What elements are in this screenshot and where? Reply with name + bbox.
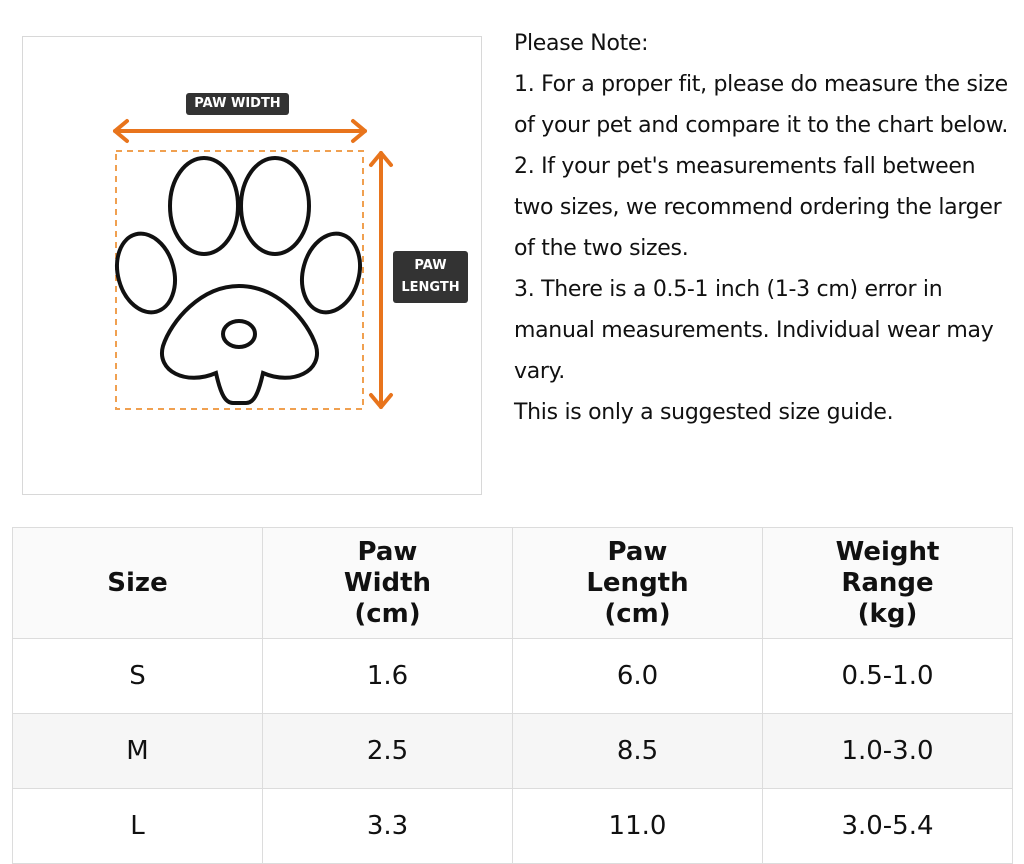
header-cell: Weight Range (kg) [762,527,1013,639]
notes-footer: This is only a suggested size guide. [514,400,894,425]
table-body: S 1.6 6.0 0.5-1.0 M 2.5 8.5 1.0-3.0 L 3.3 11.0 3.0-… [12,638,1013,864]
table-cell: 2.5 [262,713,513,789]
header-text: Size [107,567,168,598]
table-cell: S [12,638,263,714]
table-cell: 3.3 [262,788,513,864]
header-row: Size Paw Width (cm) Paw Length (cm) Weight … [12,527,1013,639]
header-cell: Size [12,527,263,639]
header-text: Paw Width (cm) [343,536,432,629]
notes-title: Please Note: [514,31,649,56]
header-text: Weight Range (kg) [835,536,940,629]
paw-drawing [113,119,393,410]
paw-diagram: PAW WIDTH PAW LENGTH [22,36,482,495]
table-cell: 1.6 [262,638,513,714]
table-cell: 8.5 [512,713,763,789]
note-item: 2. If your pet's measurements fall betwe… [514,154,1002,261]
note-item: 1. For a proper fit, please do measure t… [514,72,1009,138]
table-row: S 1.6 6.0 0.5-1.0 [12,638,1013,714]
table-cell: 0.5-1.0 [762,638,1013,714]
table-cell: M [12,713,263,789]
header-text: Paw Length (cm) [586,536,689,629]
table-cell: 1.0-3.0 [762,713,1013,789]
table-row: M 2.5 8.5 1.0-3.0 [12,713,1013,789]
width-label: PAW WIDTH [186,93,289,115]
table-row: L 3.3 11.0 3.0-5.4 [12,788,1013,864]
header-cell: Paw Length (cm) [512,527,763,639]
table-cell: 3.0-5.4 [762,788,1013,864]
length-label: PAW LENGTH [393,251,468,303]
note-item: 3. There is a 0.5-1 inch (1-3 cm) error … [514,277,994,384]
table-cell: L [12,788,263,864]
table-cell: 6.0 [512,638,763,714]
notes: Please Note: 1. For a proper fit, please… [514,23,1019,433]
size-table: Size Paw Width (cm) Paw Length (cm) Weight … [12,527,1013,864]
table-cell: 11.0 [512,788,763,864]
header-cell: Paw Width (cm) [262,527,513,639]
